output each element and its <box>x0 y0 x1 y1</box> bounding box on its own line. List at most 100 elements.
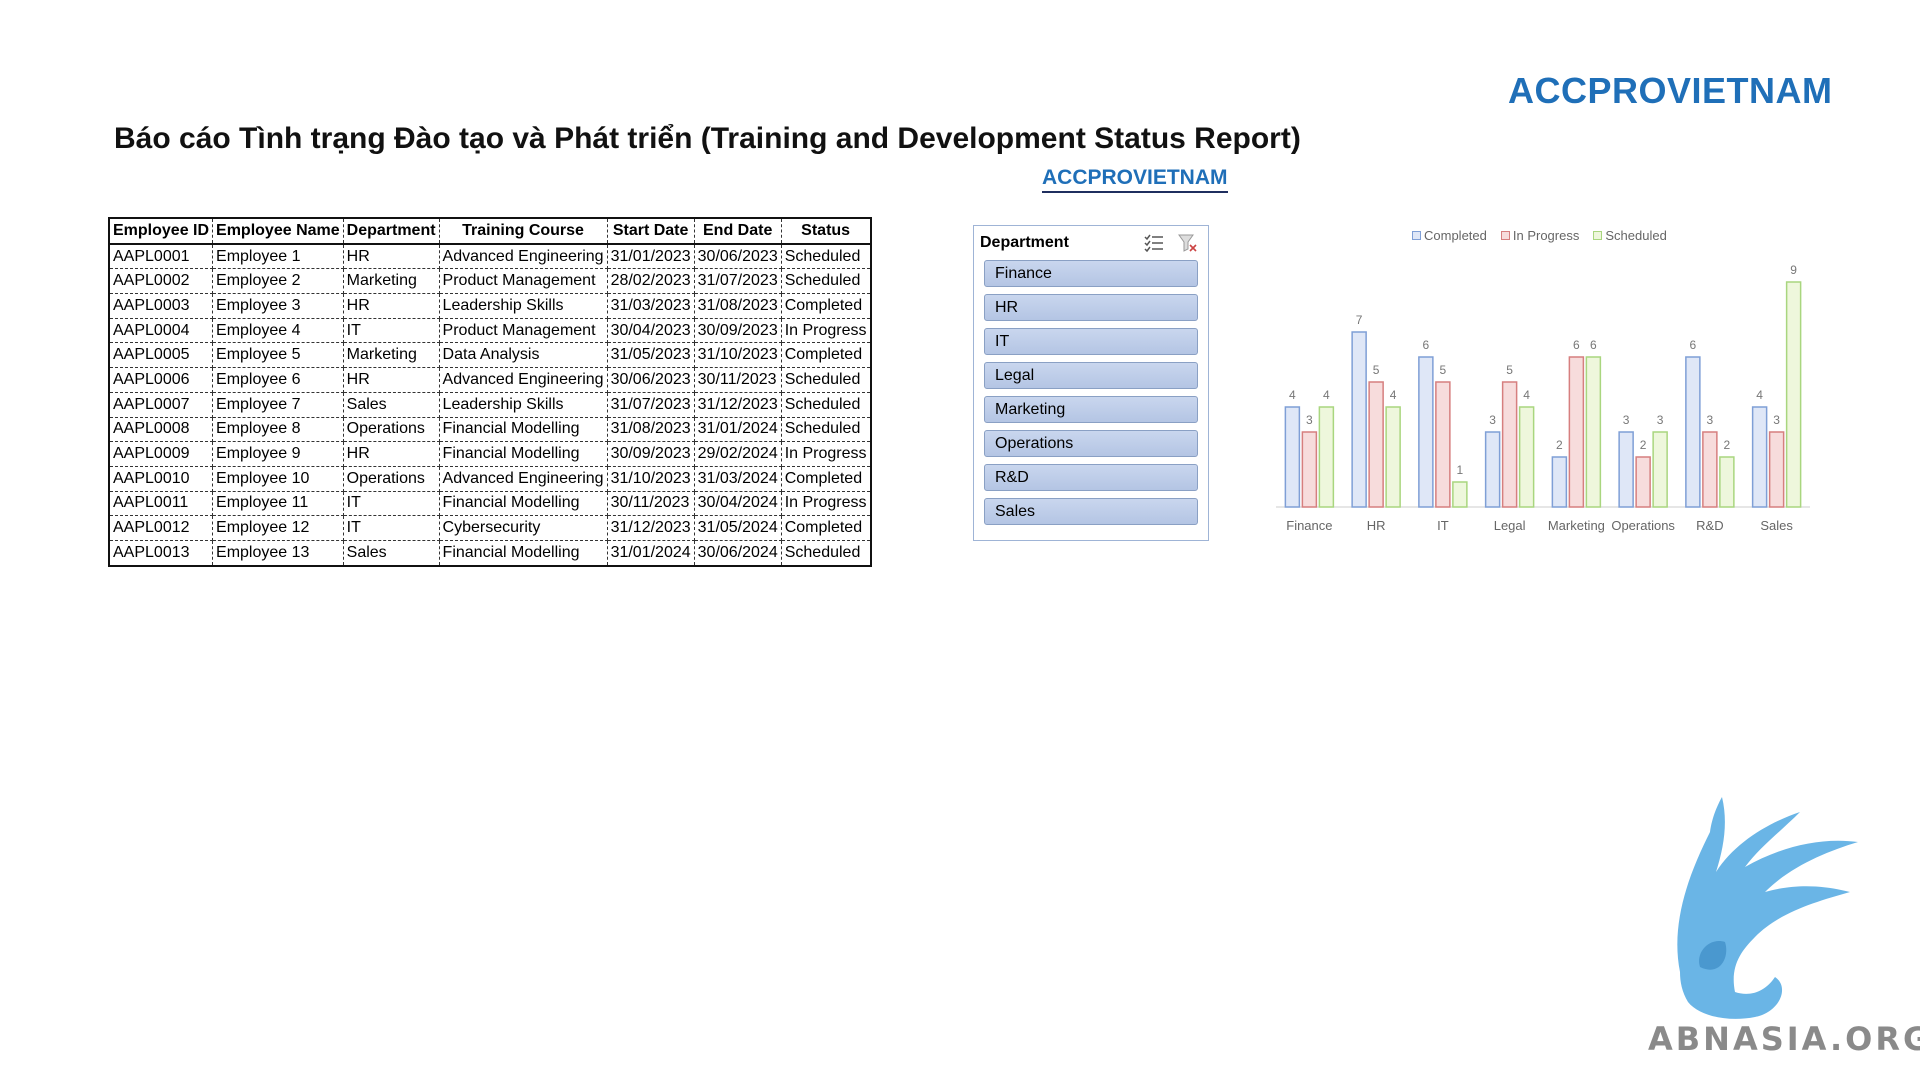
table-cell: Completed <box>780 293 872 319</box>
table-cell: AAPL0008 <box>108 416 214 443</box>
table-cell: Employee 3 <box>212 293 344 319</box>
data-label: 7 <box>1356 313 1363 327</box>
slicer-item-it[interactable]: IT <box>984 328 1198 355</box>
slicer-item-sales[interactable]: Sales <box>984 498 1198 525</box>
table-cell: AAPL0005 <box>108 342 214 369</box>
table-cell: Leadership Skills <box>438 391 608 418</box>
table-cell: Employee 8 <box>212 416 344 443</box>
table-cell: Employee 13 <box>212 539 344 567</box>
bar-completed <box>1484 431 1501 508</box>
bar-completed <box>1351 331 1367 508</box>
table-row: AAPL0003 Employee 3 HR Leadership Skills 31/… <box>108 293 872 319</box>
chart-legend: Completed In Progress Scheduled <box>1412 228 1667 243</box>
table-cell: 31/10/2023 <box>693 342 782 369</box>
table-cell: 31/01/2024 <box>693 416 782 443</box>
table-row: AAPL0008 Employee 8 Operations Financial Mo… <box>108 416 872 443</box>
bar-scheduled <box>1452 481 1468 508</box>
table-cell: 31/03/2023 <box>606 293 695 319</box>
data-label: 6 <box>1423 338 1430 352</box>
slicer-item-finance[interactable]: Finance <box>984 260 1198 287</box>
bar-in-progress <box>1501 381 1518 508</box>
data-label: 3 <box>1657 413 1664 427</box>
column-header: Training Course <box>438 217 608 245</box>
table-cell: Employee 11 <box>212 490 344 517</box>
data-label: 6 <box>1573 338 1580 352</box>
table-cell: HR <box>342 367 440 393</box>
column-header: Start Date <box>606 217 695 245</box>
table-cell: 30/09/2023 <box>606 441 695 467</box>
table-cell: Advanced Engineering <box>438 243 608 270</box>
legend-swatch <box>1500 231 1510 240</box>
table-cell: 31/03/2024 <box>693 465 782 492</box>
bar-completed <box>1284 406 1301 508</box>
table-cell: Employee 1 <box>212 243 344 270</box>
table-cell: AAPL0009 <box>108 441 214 467</box>
table-cell: Employee 12 <box>212 515 344 541</box>
x-tick-label: Operations <box>1611 518 1675 533</box>
x-tick-label: Sales <box>1760 518 1793 533</box>
data-label: 3 <box>1489 413 1496 427</box>
table-row: AAPL0012 Employee 12 IT Cybersecurity 31/12/… <box>108 515 872 541</box>
table-cell: Employee 4 <box>212 317 344 344</box>
table-row: AAPL0002 Employee 2 Marketing Product Manag… <box>108 268 872 295</box>
slicer-item-r-d[interactable]: R&D <box>984 464 1198 491</box>
table-cell: 30/06/2023 <box>606 367 695 393</box>
bar-scheduled <box>1518 406 1535 508</box>
table-row: AAPL0010 Employee 10 Operations Advanced En… <box>108 465 872 492</box>
page-title: Báo cáo Tình trạng Đào tạo và Phát triển… <box>114 122 1301 155</box>
table-cell: Operations <box>342 465 440 492</box>
slicer-title: Department <box>980 234 1069 251</box>
table-cell: AAPL0004 <box>108 317 214 344</box>
multi-select-icon[interactable] <box>1144 234 1164 257</box>
x-tick-label: HR <box>1367 518 1386 533</box>
table-cell: 30/06/2023 <box>693 243 782 270</box>
bar-in-progress <box>1368 381 1384 508</box>
bar-in-progress <box>1301 431 1318 508</box>
bar-in-progress <box>1768 431 1785 508</box>
data-label: 4 <box>1523 388 1530 402</box>
table-row: AAPL0004 Employee 4 IT Product Management 30… <box>108 317 872 344</box>
table-cell: AAPL0003 <box>108 293 214 319</box>
table-cell: 30/11/2023 <box>606 490 695 517</box>
table-cell: 30/04/2023 <box>606 317 695 344</box>
table-cell: 31/05/2024 <box>693 515 782 541</box>
table-cell: Product Management <box>438 268 608 295</box>
table-cell: 31/12/2023 <box>606 515 695 541</box>
table-cell: HR <box>342 441 440 467</box>
brand-logo-text: ACCPROVIETNAM <box>1508 70 1833 111</box>
slicer-item-hr[interactable]: HR <box>984 294 1198 321</box>
table-row: AAPL0001 Employee 1 HR Advanced Engineering… <box>108 243 872 270</box>
slicer-item-legal[interactable]: Legal <box>984 362 1198 389</box>
table-cell: 28/02/2023 <box>606 268 695 295</box>
table-cell: 31/07/2023 <box>606 391 695 418</box>
slicer-item-operations[interactable]: Operations <box>984 430 1198 457</box>
bar-scheduled <box>1652 431 1668 508</box>
legend-item: Completed <box>1412 228 1487 243</box>
legend-label: Completed <box>1424 228 1487 243</box>
table-cell: 31/07/2023 <box>693 268 782 295</box>
data-label: 6 <box>1690 338 1697 352</box>
data-label: 2 <box>1640 438 1647 452</box>
table-cell: In Progress <box>780 317 872 344</box>
table-cell: AAPL0011 <box>108 490 214 517</box>
table-cell: 29/02/2024 <box>693 441 782 467</box>
table-cell: 30/04/2024 <box>693 490 782 517</box>
table-cell: Scheduled <box>780 539 872 567</box>
table-cell: 31/10/2023 <box>606 465 695 492</box>
table-cell: Financial Modelling <box>438 416 608 443</box>
table-cell: Employee 7 <box>212 391 344 418</box>
legend-item: Scheduled <box>1593 228 1667 243</box>
table-row: AAPL0006 Employee 6 HR Advanced Engineering… <box>108 367 872 393</box>
table-cell: AAPL0012 <box>108 515 214 541</box>
table-cell: Scheduled <box>780 416 872 443</box>
clear-filter-icon[interactable] <box>1178 234 1198 257</box>
table-row: AAPL0009 Employee 9 HR Financial Modelling 3… <box>108 441 872 467</box>
bar-completed <box>1751 406 1768 508</box>
data-label: 2 <box>1556 438 1563 452</box>
slicer-item-marketing[interactable]: Marketing <box>984 396 1198 423</box>
table-cell: Financial Modelling <box>438 490 608 517</box>
bar-completed <box>1618 431 1634 508</box>
table-cell: 31/05/2023 <box>606 342 695 369</box>
data-label: 3 <box>1623 413 1630 427</box>
